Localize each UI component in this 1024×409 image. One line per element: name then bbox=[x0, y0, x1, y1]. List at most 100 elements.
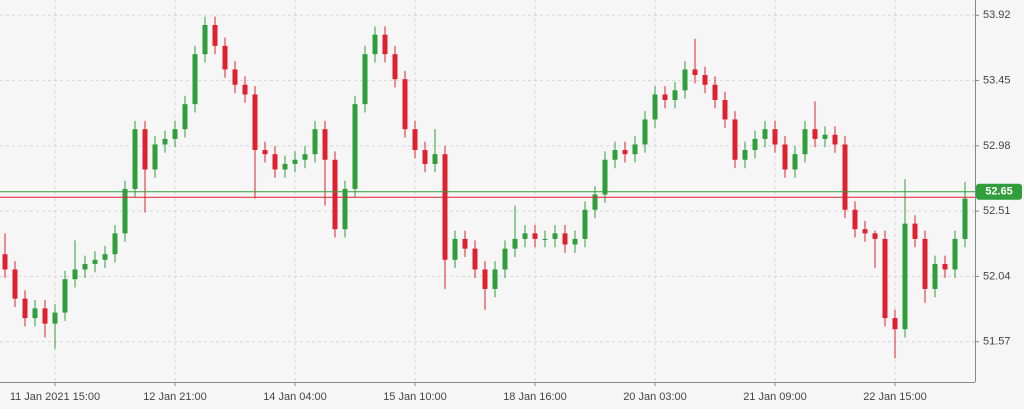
candle-body bbox=[882, 238, 888, 319]
candle-body bbox=[812, 129, 818, 139]
candle-body bbox=[352, 104, 358, 189]
x-tick-label: 12 Jan 21:00 bbox=[143, 391, 207, 403]
x-tick-label: 21 Jan 09:00 bbox=[743, 391, 807, 403]
candle-body bbox=[862, 229, 868, 234]
x-tick-label: 14 Jan 04:00 bbox=[263, 391, 327, 403]
price-label: 52.65 bbox=[985, 186, 1013, 198]
candle-body bbox=[442, 154, 448, 260]
candle-body bbox=[612, 150, 618, 160]
candle-body bbox=[82, 263, 88, 270]
candle-body bbox=[722, 100, 728, 120]
x-tick-label: 22 Jan 15:00 bbox=[863, 391, 927, 403]
candle-body bbox=[222, 45, 228, 70]
candle-body bbox=[682, 69, 688, 91]
candle-body bbox=[502, 248, 508, 270]
candle-body bbox=[52, 312, 58, 324]
candle-body bbox=[492, 269, 498, 289]
y-tick-label: 52.98 bbox=[983, 140, 1011, 152]
candle-body bbox=[602, 159, 608, 195]
candle-body bbox=[422, 150, 428, 164]
y-tick-label: 52.04 bbox=[983, 270, 1011, 282]
candle-body bbox=[332, 159, 338, 230]
candle-body bbox=[92, 259, 98, 264]
candle-body bbox=[842, 144, 848, 210]
candle-body bbox=[202, 25, 208, 55]
candle-body bbox=[42, 308, 48, 324]
y-tick-label: 53.92 bbox=[983, 9, 1011, 21]
candle-body bbox=[112, 233, 118, 255]
candle-body bbox=[362, 54, 368, 105]
candle-body bbox=[942, 263, 948, 270]
candle-body bbox=[582, 209, 588, 239]
y-tick-label: 51.57 bbox=[983, 336, 1011, 348]
candle-body bbox=[102, 254, 108, 260]
price-label-box bbox=[976, 183, 1022, 200]
candle-body bbox=[62, 279, 68, 313]
candle-body bbox=[952, 238, 958, 270]
candle-body bbox=[712, 84, 718, 101]
candle-body bbox=[512, 238, 518, 249]
candle-body bbox=[652, 94, 658, 120]
candle-body bbox=[702, 75, 708, 85]
candle-body bbox=[962, 198, 968, 239]
candle-body bbox=[182, 104, 188, 130]
candle-body bbox=[752, 138, 758, 151]
candle-body bbox=[872, 233, 878, 239]
candle-body bbox=[562, 233, 568, 245]
candle-body bbox=[642, 119, 648, 145]
candle-body bbox=[902, 223, 908, 330]
candle-body bbox=[622, 150, 628, 155]
candle-body bbox=[392, 54, 398, 80]
candle-body bbox=[152, 144, 158, 170]
candle-body bbox=[412, 129, 418, 151]
candle-body bbox=[472, 248, 478, 270]
candle-body bbox=[432, 154, 438, 164]
candle-body bbox=[892, 318, 898, 330]
x-tick-label: 18 Jan 16:00 bbox=[503, 391, 567, 403]
candle-body bbox=[272, 154, 278, 170]
candle-body bbox=[632, 144, 638, 155]
candle-body bbox=[22, 298, 28, 319]
candle-body bbox=[672, 90, 678, 101]
candle-body bbox=[322, 129, 328, 160]
candle-body bbox=[162, 138, 168, 145]
x-tick-label: 20 Jan 03:00 bbox=[623, 391, 687, 403]
candle-body bbox=[592, 194, 598, 210]
candle-body bbox=[132, 129, 138, 189]
candle-body bbox=[212, 25, 218, 46]
candle-body bbox=[192, 54, 198, 105]
candle-body bbox=[762, 129, 768, 139]
candle-body bbox=[912, 223, 918, 239]
candle-body bbox=[802, 129, 808, 155]
y-tick-label: 52.51 bbox=[983, 205, 1011, 217]
candle-body bbox=[832, 134, 838, 145]
candle-body bbox=[32, 308, 38, 319]
candle-body bbox=[692, 69, 698, 76]
candle-body bbox=[312, 129, 318, 155]
candle-body bbox=[922, 238, 928, 289]
y-tick-label: 53.45 bbox=[983, 74, 1011, 86]
candle-body bbox=[852, 209, 858, 230]
x-tick-label: 15 Jan 10:00 bbox=[383, 391, 447, 403]
candle-body bbox=[292, 159, 298, 164]
candle-body bbox=[372, 34, 378, 55]
candle-body bbox=[772, 129, 778, 145]
candle-body bbox=[282, 163, 288, 170]
candle-body bbox=[532, 233, 538, 239]
candle-body bbox=[572, 238, 578, 245]
candle-body bbox=[122, 188, 128, 234]
candle-body bbox=[822, 134, 828, 139]
candle-body bbox=[142, 129, 148, 170]
candle-body bbox=[382, 34, 388, 55]
candle-body bbox=[342, 188, 348, 230]
candle-body bbox=[542, 238, 548, 240]
candle-body bbox=[742, 150, 748, 160]
x-tick-label: 11 Jan 2021 15:00 bbox=[10, 391, 100, 403]
candle-body bbox=[172, 129, 178, 139]
candle-body bbox=[72, 269, 78, 280]
candle-body bbox=[732, 119, 738, 160]
candle-body bbox=[462, 238, 468, 249]
candle-body bbox=[402, 79, 408, 130]
